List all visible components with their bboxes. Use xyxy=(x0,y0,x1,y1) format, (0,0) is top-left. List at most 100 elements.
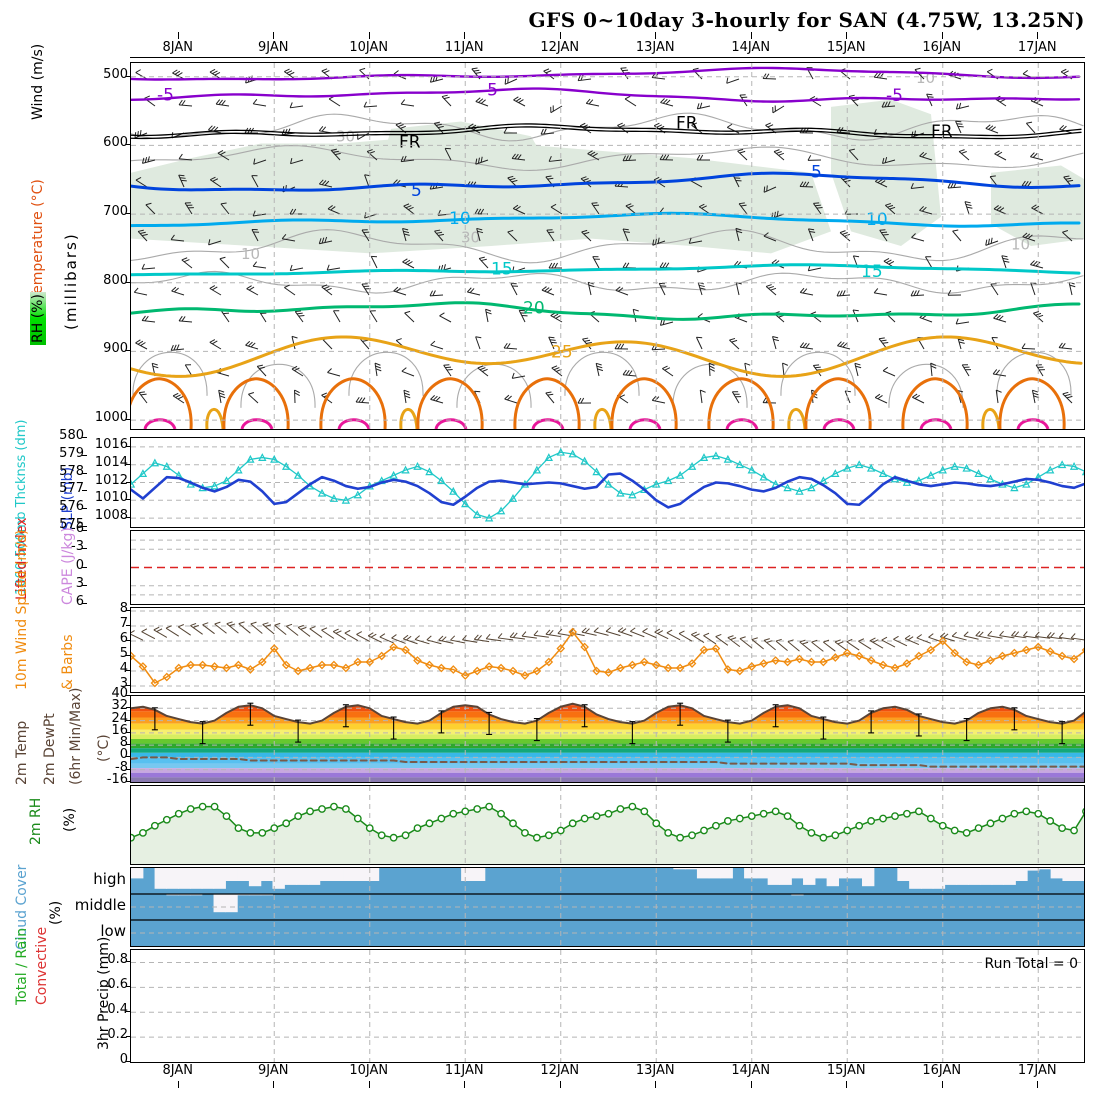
plot-canvas xyxy=(131,950,1084,1062)
svg-text:10: 10 xyxy=(241,245,260,263)
li-tick-m6: -6 xyxy=(71,521,84,536)
li-tick-m3: -3 xyxy=(71,539,84,555)
cloud-tick-low: low xyxy=(100,922,126,940)
panel-rh-2m[interactable] xyxy=(130,785,1085,865)
temp2m-tick-32: 32 xyxy=(111,698,128,714)
date-tick xyxy=(750,32,752,39)
panel-lifted-index-cape[interactable] xyxy=(130,530,1085,605)
axis-tick xyxy=(126,463,131,465)
axis-tick xyxy=(126,640,131,641)
axis-tick xyxy=(126,685,131,686)
date-label-10jan: 10JAN xyxy=(349,40,389,55)
axis-tick xyxy=(126,744,131,746)
date-label-17jan: 17JAN xyxy=(1017,1063,1057,1078)
thickness-tick-576: 576 xyxy=(59,499,84,515)
date-label-15jan: 15JAN xyxy=(826,40,866,55)
bottom-axis-line xyxy=(130,1062,1085,1063)
precip-tick-0p2: 0.2 xyxy=(107,1027,128,1043)
temp2m-tick-24: 24 xyxy=(111,710,128,726)
axis-tick xyxy=(126,986,131,988)
date-label-16jan: 16JAN xyxy=(922,40,962,55)
axis-tick xyxy=(82,566,87,568)
panel-cloud-cover[interactable] xyxy=(130,867,1085,947)
wind10m-tick-4: 4 xyxy=(119,661,128,676)
axis-tick xyxy=(126,350,131,352)
date-tick xyxy=(655,32,657,39)
top-axis-line xyxy=(130,57,1085,58)
axis-tick xyxy=(126,213,131,215)
pressure-tick-900: 900 xyxy=(103,341,128,357)
temp2m-tick-8: 8 xyxy=(119,735,128,751)
date-tick xyxy=(464,1081,466,1088)
axis-tick xyxy=(126,719,131,721)
svg-text:10: 10 xyxy=(449,209,471,229)
date-tick xyxy=(464,32,466,39)
date-tick xyxy=(750,1081,752,1088)
axis-label-upper-temp: Temperature (°C) xyxy=(30,179,46,300)
date-label-14jan: 14JAN xyxy=(731,1063,771,1078)
svg-text:-5: -5 xyxy=(157,85,174,105)
pressure-tick-800: 800 xyxy=(103,272,128,288)
date-tick xyxy=(846,32,848,39)
axis-tick xyxy=(82,526,87,527)
precip-tick-0p4: 0.4 xyxy=(107,1002,128,1018)
plot-canvas xyxy=(131,696,1084,782)
date-label-12jan: 12JAN xyxy=(540,40,580,55)
panel-wind-speed-10m[interactable] xyxy=(130,607,1085,693)
svg-text:FR: FR xyxy=(399,132,421,152)
svg-text:30: 30 xyxy=(336,128,355,146)
date-label-17jan: 17JAN xyxy=(1017,40,1057,55)
axis-tick xyxy=(126,655,131,656)
date-tick xyxy=(368,1081,370,1088)
date-label-11jan: 11JAN xyxy=(444,1063,484,1078)
plot-canvas xyxy=(131,868,1084,946)
thickness-tick-579: 579 xyxy=(59,445,84,461)
axis-tick xyxy=(126,756,131,758)
svg-text:30: 30 xyxy=(461,228,480,246)
svg-text:5: 5 xyxy=(811,162,822,182)
axis-tick xyxy=(82,530,87,531)
date-tick xyxy=(273,1081,275,1088)
axis-label-dewpt2m: 2m DewPt xyxy=(42,713,58,785)
panel-temp-dewpoint-2m[interactable] xyxy=(130,695,1085,783)
panel-upper-air[interactable]: 30 30 10 10 10 -5 -5 -5 FR FR FR 5 5 10 10 15 15 20 25 xyxy=(130,62,1085,430)
axis-tick xyxy=(126,1011,131,1013)
axis-tick xyxy=(126,419,131,421)
panel-slp-thickness[interactable] xyxy=(130,437,1085,528)
date-tick xyxy=(655,1081,657,1088)
slp-tick-1016: 1016 xyxy=(94,436,128,452)
axis-label-upper-wind: Wind (m/s) xyxy=(30,43,46,120)
temp2m-tick-m8: -8 xyxy=(115,759,128,775)
thickness-tick-580: 580 xyxy=(59,428,84,443)
plot-canvas xyxy=(131,786,1084,864)
svg-text:15: 15 xyxy=(491,259,513,279)
svg-text:15: 15 xyxy=(861,262,883,282)
temp2m-tick-16: 16 xyxy=(111,722,128,738)
axis-tick xyxy=(82,490,87,492)
axis-label-temp2m: 2m Temp xyxy=(14,720,30,785)
axis-tick xyxy=(82,454,87,456)
pressure-tick-1000: 1000 xyxy=(94,410,128,426)
date-label-13jan: 13JAN xyxy=(635,1063,675,1078)
pressure-tick-500: 500 xyxy=(103,66,128,82)
axis-tick xyxy=(126,499,131,501)
svg-text:FR: FR xyxy=(931,122,953,142)
plot-canvas xyxy=(131,438,1084,527)
svg-text:-5: -5 xyxy=(481,80,498,100)
axis-tick xyxy=(126,670,131,671)
svg-text:10: 10 xyxy=(866,210,888,230)
axis-tick xyxy=(126,75,131,77)
pressure-tick-700: 700 xyxy=(103,204,128,220)
axis-tick xyxy=(126,961,131,963)
axis-label-precip-total: Total / Rain xyxy=(14,927,30,1005)
temp2m-tick-m16: -16 xyxy=(106,772,128,787)
li-tick-0: 0 xyxy=(75,557,84,573)
axis-tick xyxy=(126,144,131,146)
date-label-14jan: 14JAN xyxy=(731,40,771,55)
axis-tick xyxy=(82,508,87,510)
axis-label-rh2m: 2m RH xyxy=(28,797,44,845)
date-label-16jan: 16JAN xyxy=(922,1063,962,1078)
panel-precipitation[interactable]: Run Total = 0 xyxy=(130,949,1085,1063)
svg-text:5: 5 xyxy=(411,181,422,201)
